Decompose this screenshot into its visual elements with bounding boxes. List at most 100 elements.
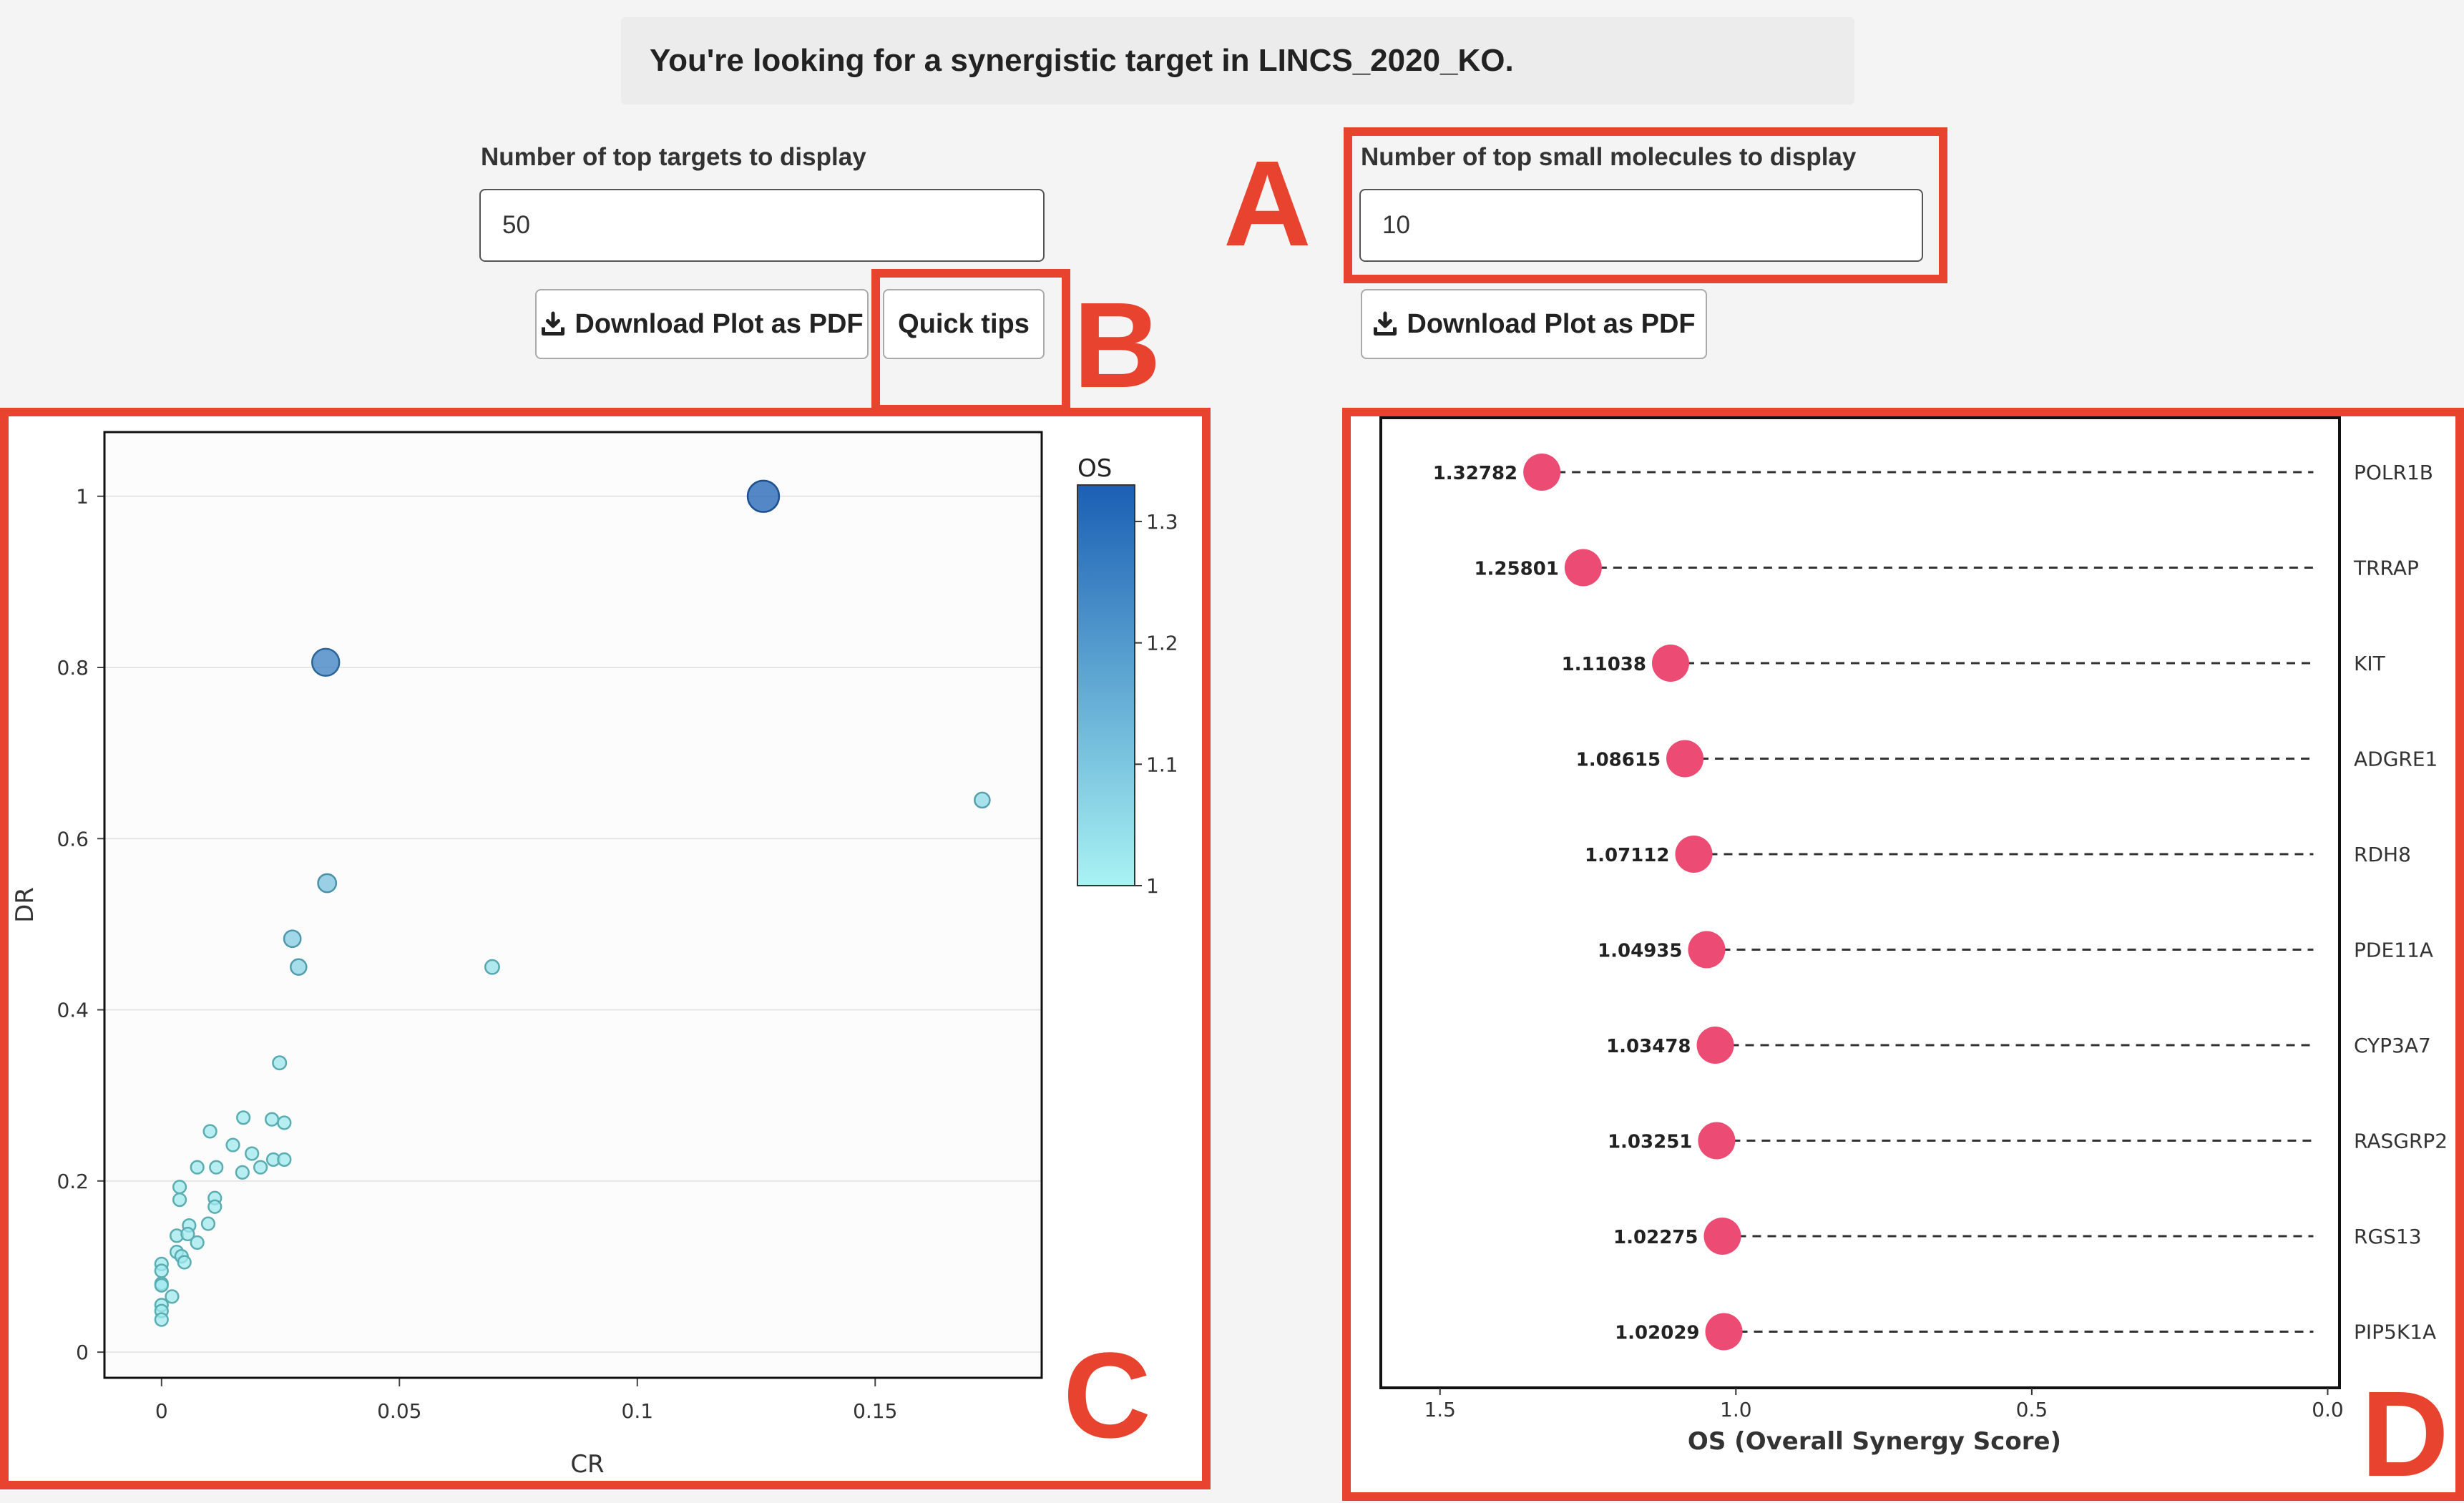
scatter-xtick-label: 0.05 — [377, 1399, 421, 1423]
lollipop-point — [1675, 836, 1713, 873]
scatter-plot-frame — [103, 431, 1043, 1379]
scatter-point — [272, 1055, 288, 1071]
lollipop-value-label: 1.25801 — [1474, 559, 1558, 580]
scatter-point — [165, 1289, 180, 1304]
lollipop-value-label: 1.03478 — [1606, 1036, 1691, 1057]
download-scatter-pdf-button[interactable]: Download Plot as PDF — [535, 289, 869, 359]
annotation-letter-b: B — [1073, 278, 1161, 413]
scatter-plot-area — [104, 432, 1042, 1378]
info-banner: You're looking for a synergistic target … — [621, 17, 1854, 104]
lollipop-x-axis-label: OS (Overall Synergy Score) — [1688, 1427, 2061, 1456]
scatter-point — [317, 873, 338, 894]
lollipop-category-label: POLR1B — [2354, 461, 2433, 484]
colorbar-gradient — [1077, 484, 1135, 886]
lollipop-plot-frame — [1379, 416, 2341, 1389]
lollipop-xtick-label: 0.0 — [2312, 1398, 2344, 1421]
scatter-point — [190, 1235, 205, 1250]
scatter-point — [172, 1193, 187, 1208]
quick-tips-button[interactable]: Quick tips — [883, 289, 1045, 359]
scatter-point — [190, 1160, 205, 1175]
scatter-point — [277, 1152, 292, 1167]
download-icon — [1372, 311, 1398, 337]
lollipop-value-label: 1.02029 — [1615, 1323, 1699, 1344]
scatter-ytick-label: 1 — [76, 485, 89, 509]
lollipop-point — [1703, 1218, 1741, 1255]
lollipop-category-label: CYP3A7 — [2354, 1034, 2431, 1057]
scatter-point — [154, 1312, 169, 1327]
lollipop-chart: 1.32782 POLR1B 1.25801 TRRAP 1.11038 KIT 1.086… — [1379, 416, 2448, 1456]
scatter-xtick-label: 0.1 — [622, 1399, 654, 1423]
lollipop-value-label: 1.11038 — [1562, 654, 1646, 675]
lollipop-category-label: PDE11A — [2354, 939, 2433, 962]
lollipop-point — [1564, 549, 1602, 587]
scatter-point — [974, 791, 991, 809]
lollipop-point — [1688, 931, 1726, 969]
lollipop-value-label: 1.07112 — [1585, 845, 1669, 866]
scatter-point — [311, 647, 341, 677]
lollipop-xtick-label: 0.5 — [2016, 1398, 2048, 1421]
scatter-ytick-label: 0.4 — [57, 999, 89, 1022]
scatter-x-axis-label: CR — [570, 1450, 604, 1479]
scatter-ytick-label: 0.6 — [57, 827, 89, 851]
lollipop-category-label: RASGRP2 — [2354, 1130, 2448, 1153]
download-icon — [540, 311, 566, 337]
scatter-point — [283, 929, 302, 949]
lollipop-value-label: 1.04935 — [1598, 941, 1682, 962]
scatter-point — [207, 1199, 223, 1214]
lollipop-xtick-label: 1.5 — [1424, 1398, 1456, 1421]
lollipop-point — [1696, 1027, 1734, 1064]
scatter-xtick-label: 0 — [155, 1399, 168, 1423]
lollipop-xtick-label: 1.0 — [1720, 1398, 1752, 1421]
annotation-letter-a: A — [1223, 136, 1311, 272]
scatter-ytick-label: 0.2 — [57, 1170, 89, 1193]
colorbar-tick-label: 1 — [1146, 874, 1159, 898]
colorbar-tick-label: 1.2 — [1146, 632, 1178, 655]
annotation-letter-c: C — [1063, 1328, 1151, 1464]
lollipop-point — [1705, 1313, 1743, 1351]
download-lollipop-pdf-button[interactable]: Download Plot as PDF — [1361, 289, 1707, 359]
scatter-xtick-label: 0.15 — [853, 1399, 897, 1423]
scatter-ytick-label: 0.8 — [57, 656, 89, 680]
lollipop-category-label: ADGRE1 — [2354, 748, 2438, 771]
lollipop-point — [1666, 740, 1704, 778]
scatter-point — [172, 1180, 187, 1195]
quick-tips-label: Quick tips — [898, 308, 1030, 339]
lollipop-category-label: PIP5K1A — [2354, 1321, 2436, 1344]
download-scatter-pdf-label: Download Plot as PDF — [575, 308, 864, 339]
targets-count-input[interactable] — [479, 189, 1045, 262]
scatter-point — [277, 1115, 292, 1130]
scatter-point — [746, 479, 781, 513]
scatter-point — [235, 1165, 250, 1180]
scatter-ytick-label: 0 — [76, 1341, 89, 1364]
lollipop-point — [1698, 1122, 1736, 1160]
annotation-letter-d: D — [2361, 1366, 2449, 1502]
targets-count-label: Number of top targets to display — [481, 143, 866, 171]
scatter-point — [200, 1216, 216, 1231]
scatter-point — [264, 1112, 280, 1127]
info-banner-text: You're looking for a synergistic target … — [650, 43, 1514, 78]
lollipop-point — [1651, 645, 1689, 682]
molecules-count-label: Number of top small molecules to display — [1361, 143, 1857, 171]
scatter-y-axis-label: DR — [11, 887, 39, 923]
scatter-point — [202, 1124, 217, 1139]
lollipop-value-label: 1.32782 — [1433, 463, 1517, 484]
lollipop-category-label: RGS13 — [2354, 1225, 2422, 1248]
scatter-point — [225, 1137, 240, 1152]
lollipop-category-label: RDH8 — [2354, 843, 2411, 866]
lollipop-value-label: 1.08615 — [1576, 750, 1661, 771]
scatter-chart: 0 0.2 0.4 0.6 0.8 1 0 0.05 0.1 0.15 CR DR OS 1 1.1 1.2 1… — [11, 431, 1178, 1479]
scatter-point — [245, 1146, 260, 1161]
scatter-point — [154, 1263, 169, 1278]
scatter-point — [180, 1226, 195, 1242]
lollipop-value-label: 1.02275 — [1613, 1227, 1698, 1248]
molecules-count-input[interactable] — [1359, 189, 1923, 262]
lollipop-point — [1523, 454, 1561, 491]
scatter-point — [154, 1278, 169, 1293]
colorbar-tick-label: 1.3 — [1146, 510, 1178, 534]
scatter-point — [253, 1160, 268, 1175]
scatter-point — [290, 958, 308, 976]
lollipop-value-label: 1.03251 — [1608, 1132, 1692, 1153]
lollipop-category-label: TRRAP — [2353, 557, 2419, 580]
scatter-point — [484, 959, 500, 975]
